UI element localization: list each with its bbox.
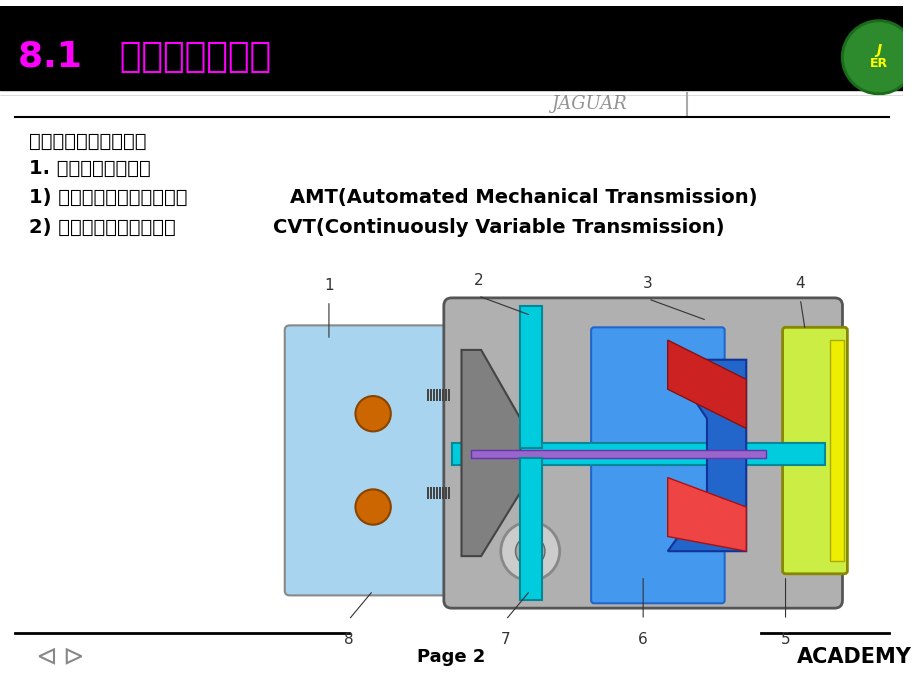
Bar: [436, 389, 437, 401]
Text: 3: 3: [642, 276, 652, 291]
Bar: [438, 487, 440, 499]
Bar: [438, 389, 440, 401]
Text: 8: 8: [344, 632, 353, 647]
Text: CVT(Continuously Variable Transmission): CVT(Continuously Variable Transmission): [273, 217, 723, 237]
Text: 2) 无级自动变速器，简称: 2) 无级自动变速器，简称: [29, 217, 176, 237]
Text: 1: 1: [323, 278, 334, 293]
Text: 8.1   自动变速器概述: 8.1 自动变速器概述: [17, 40, 270, 75]
Circle shape: [500, 522, 559, 581]
Circle shape: [844, 23, 913, 92]
FancyBboxPatch shape: [443, 298, 842, 608]
Text: 4: 4: [795, 276, 804, 291]
Bar: [520, 458, 541, 600]
Bar: [829, 340, 844, 561]
Text: 二、自动变速器的分类: 二、自动变速器的分类: [29, 132, 147, 151]
Bar: [444, 487, 447, 499]
Text: 6: 6: [638, 632, 647, 647]
Bar: [0, 6, 902, 90]
Bar: [520, 306, 541, 448]
Bar: [451, 443, 824, 465]
Polygon shape: [667, 340, 745, 428]
Text: 7: 7: [500, 632, 510, 647]
Polygon shape: [461, 350, 520, 556]
FancyBboxPatch shape: [591, 327, 724, 603]
Bar: [433, 487, 435, 499]
Bar: [436, 487, 437, 499]
Circle shape: [355, 489, 391, 524]
Polygon shape: [667, 359, 745, 551]
Bar: [448, 389, 449, 401]
Text: AMT(Automated Mechanical Transmission): AMT(Automated Mechanical Transmission): [289, 188, 756, 207]
Bar: [426, 487, 428, 499]
Text: J: J: [875, 43, 880, 57]
Circle shape: [841, 20, 915, 95]
Text: 1. 按结构和控制方式: 1. 按结构和控制方式: [29, 159, 151, 178]
Bar: [448, 487, 449, 499]
Text: JAGUAR: JAGUAR: [550, 95, 627, 113]
Text: ACADEMY: ACADEMY: [796, 647, 911, 667]
Text: 2: 2: [473, 273, 482, 288]
Polygon shape: [667, 477, 745, 551]
Bar: [429, 389, 432, 401]
FancyBboxPatch shape: [782, 327, 846, 574]
Text: Page 2: Page 2: [417, 648, 485, 667]
Bar: [429, 487, 432, 499]
Text: 1) 机械式自动变速器，简称: 1) 机械式自动变速器，简称: [29, 188, 187, 207]
Bar: [471, 450, 765, 458]
Bar: [433, 389, 435, 401]
Circle shape: [515, 536, 544, 566]
Bar: [441, 487, 443, 499]
Bar: [426, 389, 428, 401]
Circle shape: [355, 396, 391, 431]
Text: 5: 5: [780, 632, 789, 647]
Bar: [441, 389, 443, 401]
FancyBboxPatch shape: [285, 326, 491, 595]
Bar: [444, 389, 447, 401]
Text: ER: ER: [868, 57, 887, 70]
